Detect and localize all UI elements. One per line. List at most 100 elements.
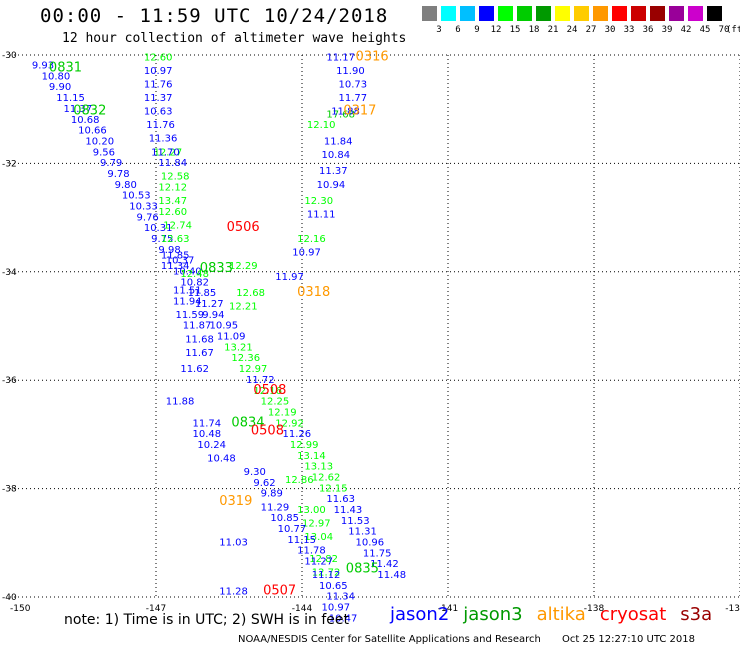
scale-label-45: 45 [699, 25, 711, 35]
legend-altika: altika [536, 604, 586, 625]
wave-height-value: 10.68 [71, 115, 100, 126]
scale-label-21: 21 [547, 25, 559, 35]
wave-height-value: 12.27 [154, 147, 183, 158]
scale-swatch-18 [517, 6, 532, 21]
wave-height-value: 11.68 [185, 334, 214, 345]
wave-height-value: 9.98 [158, 245, 180, 256]
x-tick-label: -144 [292, 604, 313, 614]
wave-height-value: 12.25 [261, 397, 290, 408]
scale-swatch-6 [441, 6, 456, 21]
wave-height-value: 10.31 [144, 223, 173, 234]
wave-height-value: 9.80 [115, 180, 137, 191]
wave-height-value: 11.59 [175, 310, 204, 321]
legend-s3a: s3a [680, 604, 713, 625]
pass-label: 0833 [200, 261, 233, 276]
pass-label: 0318 [297, 285, 330, 300]
scale-label-15: 15 [509, 25, 521, 35]
scale-label-24: 24 [566, 25, 578, 35]
wave-height-value: 11.85 [188, 288, 217, 299]
wave-height-value: 11.31 [348, 527, 377, 538]
scale-label-70: 70 [718, 25, 730, 35]
wave-height-value: 13.14 [297, 451, 326, 462]
wave-height-value: 9.75 [151, 234, 173, 245]
wave-height-value: 10.73 [339, 80, 368, 91]
wave-height-value: 10.48 [207, 454, 236, 465]
x-tick-label: -147 [146, 604, 166, 614]
wave-height-value: 9.79 [100, 158, 122, 169]
wave-height-value: 11.87 [183, 321, 212, 332]
wave-height-value: 11.97 [275, 272, 304, 283]
scale-swatch-45 [688, 6, 703, 21]
pass-label: 0319 [219, 494, 252, 509]
scale-swatch-12 [479, 6, 494, 21]
wave-height-value: 12.48 [180, 269, 209, 280]
wave-height-value: 11.76 [144, 80, 173, 91]
wave-height-value: 10.37 [166, 256, 195, 267]
wave-height-value: 12.60 [144, 52, 173, 63]
scale-swatch-42 [669, 6, 684, 21]
pass-label: 0508 [253, 383, 286, 398]
scale-label-12: 12 [490, 25, 502, 35]
wave-height-value: 12.15 [319, 483, 348, 494]
scale-swatch-9 [460, 6, 475, 21]
wave-height-value: 11.74 [193, 418, 222, 429]
wave-height-value: 11.78 [297, 546, 326, 557]
wave-height-value: 11.84 [324, 136, 353, 147]
scale-swatch-27 [574, 6, 589, 21]
wave-height-value: 11.94 [173, 296, 202, 307]
pass-label: 0506 [227, 220, 260, 235]
scale-label-3: 3 [436, 25, 442, 35]
wave-height-value: 11.63 [326, 494, 355, 505]
y-tick-label: -34 [2, 268, 17, 278]
wave-height-value: 12.10 [307, 120, 336, 131]
scale-label-30: 30 [604, 25, 616, 35]
wave-height-value: 11.53 [341, 516, 370, 527]
wave-height-value: 11.17 [326, 52, 355, 63]
wave-height-value: 11.90 [336, 66, 365, 77]
wave-height-value: 10.40 [173, 267, 202, 278]
wave-height-value: 13.47 [158, 196, 187, 207]
wave-height-value: 9.94 [202, 310, 224, 321]
pass-label: 0831 [49, 60, 82, 75]
wave-height-value: 10.85 [270, 513, 299, 524]
credit-line: NOAA/NESDIS Center for Satellite Applica… [238, 634, 713, 645]
wave-height-value: 9.93 [32, 61, 54, 72]
wave-height-value: 11.12 [312, 570, 341, 581]
y-tick-label: -38 [2, 485, 17, 495]
wave-height-value: 10.97 [144, 66, 173, 77]
wave-height-value: 12.92 [275, 418, 304, 429]
wave-height-value: 9.76 [137, 212, 159, 223]
wave-height-value: 12.72 [312, 567, 341, 578]
pass-label: 0835 [346, 562, 379, 577]
pass-label: 0507 [263, 583, 296, 598]
wave-height-value: 10.96 [356, 538, 385, 549]
scale-label-33: 33 [623, 25, 635, 35]
wave-height-value: 11.37 [144, 93, 173, 104]
wave-height-value: 12.58 [161, 172, 190, 183]
scale-label-36: 36 [642, 25, 654, 35]
chart-title: 00:00 - 11:59 UTC 10/24/2018 [40, 5, 389, 27]
wave-height-value: 13.21 [224, 342, 253, 353]
wave-height-value: 11.28 [219, 586, 248, 597]
scale-swatch-39 [650, 6, 665, 21]
wave-height-value: 11.85 [161, 250, 190, 261]
legend-jason3: jason3 [463, 604, 523, 625]
y-tick-label: -30 [2, 51, 17, 61]
x-tick-label: -141 [438, 604, 458, 614]
wave-height-value: 11.75 [363, 548, 392, 559]
x-tick-label: -150 [10, 604, 31, 614]
wave-height-value: 11.37 [64, 104, 93, 115]
wave-height-value: 11.37 [319, 166, 348, 177]
generated-timestamp: Oct 25 12:27:10 UTC 2018 [562, 634, 695, 645]
wave-height-value: 10.47 [329, 613, 358, 624]
wave-height-value: 13.00 [297, 505, 326, 516]
wave-height-value: 10.63 [144, 107, 173, 118]
wave-height-value: 10.95 [210, 321, 239, 332]
legend-jason2: jason2 [390, 604, 450, 625]
wave-height-value: 11.27 [195, 299, 224, 310]
wave-height-value: 11.76 [146, 120, 175, 131]
scale-label-9: 9 [474, 25, 480, 35]
wave-height-value: 10.82 [180, 277, 209, 288]
scale-unit-label: (ft) [726, 25, 740, 35]
